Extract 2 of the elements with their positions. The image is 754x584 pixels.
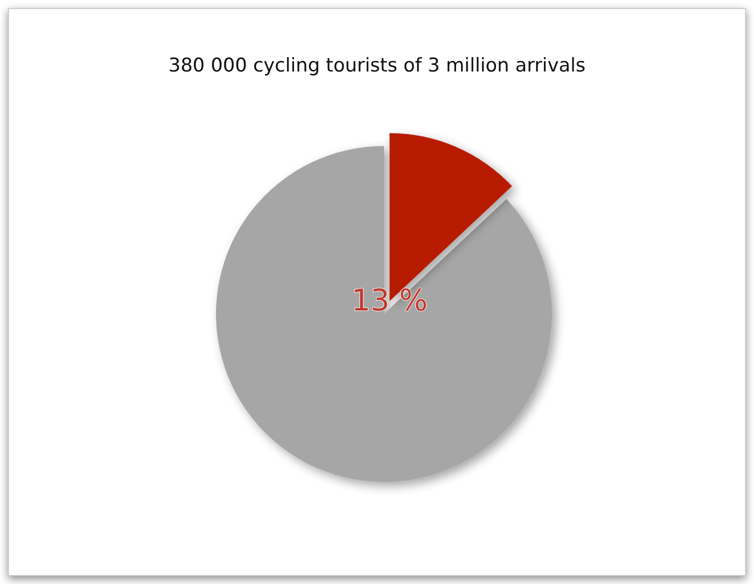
chart-title: 380 000 cycling tourists of 3 million arrivals: [168, 54, 586, 76]
data-label: 13 %: [351, 284, 428, 319]
